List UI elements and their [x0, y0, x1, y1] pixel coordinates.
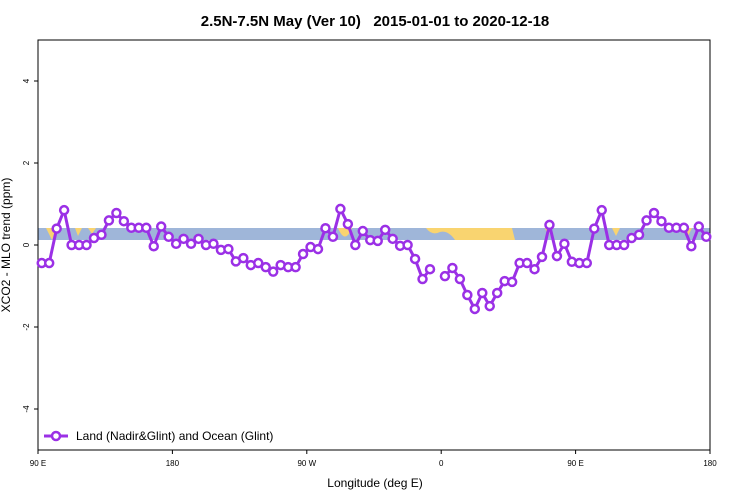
- data-point: [350, 239, 361, 251]
- y-tick-label: 4: [22, 78, 31, 83]
- data-point: [260, 261, 271, 273]
- data-point: [178, 233, 189, 245]
- data-point: [141, 222, 152, 234]
- y-tick-label: -2: [22, 323, 31, 331]
- data-point: [633, 229, 645, 240]
- data-point: [267, 266, 279, 277]
- data-point: [185, 238, 197, 250]
- legend-marker: [50, 430, 62, 442]
- data-point: [424, 263, 436, 275]
- data-point: [342, 218, 354, 230]
- data-point: [618, 239, 630, 251]
- data-point: [529, 263, 540, 275]
- data-point: [521, 257, 533, 269]
- ocean-strip: [38, 228, 710, 240]
- data-point: [678, 222, 690, 234]
- data-point: [439, 270, 451, 282]
- data-point: [536, 251, 548, 263]
- data-point: [409, 253, 421, 265]
- x-tick-label: 90 W: [297, 459, 316, 468]
- data-point: [96, 229, 107, 240]
- x-tick-label: 90 E: [567, 459, 583, 468]
- x-axis-label: Longitude (deg E): [327, 476, 422, 490]
- data-point: [372, 235, 383, 247]
- data-point: [335, 203, 346, 215]
- data-point: [469, 303, 481, 315]
- data-point: [357, 225, 369, 237]
- data-point: [148, 240, 159, 252]
- legend-label: Land (Nadir&Glint) and Ocean (Glint): [76, 429, 273, 443]
- data-point: [387, 233, 398, 245]
- data-point: [596, 204, 607, 216]
- data-point: [648, 207, 660, 219]
- data-point: [701, 231, 712, 243]
- data-point: [506, 276, 518, 288]
- data-point: [223, 243, 234, 255]
- data-point: [454, 273, 466, 285]
- data-point: [253, 257, 264, 269]
- data-point: [484, 300, 495, 312]
- data-point: [170, 238, 182, 250]
- data-point: [559, 238, 570, 250]
- x-tick-label: 90 E: [30, 459, 46, 468]
- data-point: [208, 238, 219, 250]
- data-point: [327, 231, 339, 243]
- data-point: [581, 257, 593, 269]
- y-tick-label: 0: [22, 242, 31, 247]
- data-point: [312, 243, 324, 255]
- data-point: [693, 221, 705, 232]
- data-point: [290, 261, 301, 273]
- y-axis-label: XCO2 - MLO trend (ppm): [0, 178, 13, 313]
- data-point: [447, 262, 458, 274]
- data-point: [155, 221, 167, 232]
- data-point: [379, 224, 391, 236]
- data-point: [320, 222, 331, 234]
- data-point: [193, 233, 204, 245]
- data-point: [589, 223, 600, 234]
- data-point: [297, 248, 309, 260]
- data-point: [641, 215, 652, 226]
- x-tick-label: 180: [166, 459, 180, 468]
- data-point: [51, 223, 62, 234]
- chart-title: 2.5N-7.5N May (Ver 10) 2015-01-01 to 202…: [201, 13, 550, 30]
- data-point: [656, 215, 667, 227]
- data-point: [477, 287, 488, 299]
- data-point: [491, 287, 503, 299]
- y-tick-label: 2: [22, 160, 31, 165]
- data-point: [103, 215, 115, 226]
- data-point: [402, 239, 413, 251]
- x-tick-label: 0: [439, 459, 444, 468]
- data-point: [686, 240, 697, 252]
- x-tick-label: 180: [703, 459, 717, 468]
- data-point: [551, 250, 563, 262]
- data-point: [163, 231, 174, 243]
- surface-strip: [38, 228, 710, 240]
- data-point: [417, 273, 428, 285]
- data-point: [238, 252, 249, 264]
- data-point: [111, 207, 122, 219]
- data-point: [118, 215, 130, 227]
- data-point: [81, 239, 92, 251]
- data-point: [462, 289, 473, 301]
- data-point: [58, 204, 70, 216]
- data-point: [544, 219, 555, 231]
- y-tick-label: -4: [22, 405, 31, 413]
- data-point: [43, 257, 55, 269]
